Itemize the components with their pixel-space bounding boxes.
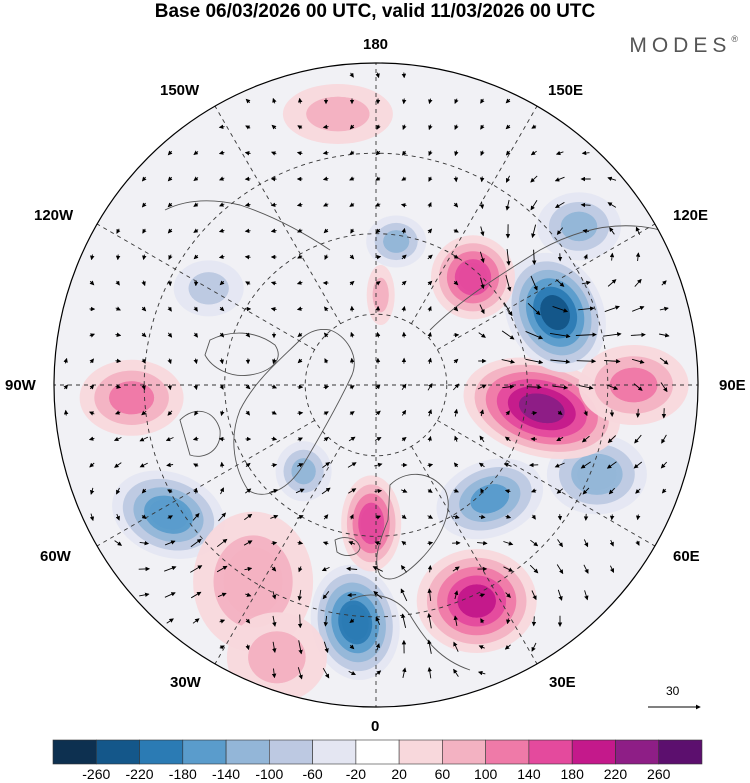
negative-anomaly-canada <box>112 470 225 559</box>
colorbar-tick-label: -20 <box>345 766 366 782</box>
lon-label-30w: 30W <box>170 674 201 691</box>
colorbar-swatch <box>442 739 486 765</box>
colorbar-tick-label: 20 <box>391 766 407 782</box>
colorbar-tick-label: -220 <box>125 766 154 782</box>
reference-vector-label: 30 <box>666 684 680 698</box>
colorbar-swatch <box>485 739 530 765</box>
colorbar-swatch <box>355 739 400 765</box>
colorbar-swatch <box>52 739 97 765</box>
colorbar-tick-label: -60 <box>302 766 323 782</box>
colorbar-tick-label: -260 <box>82 766 111 782</box>
positive-anomaly-atlantic <box>282 84 393 144</box>
colorbar-swatch <box>658 739 703 765</box>
lon-label-120e: 120E <box>673 207 709 224</box>
colorbar-swatch <box>528 739 573 765</box>
colorbar-swatch <box>615 739 660 765</box>
negative-anomaly-caspian <box>537 192 621 261</box>
negative-anomaly-europe <box>366 215 427 268</box>
iceland-coastline <box>334 537 361 556</box>
positive-anomaly-pacific <box>226 612 327 703</box>
positive-anomaly-ural <box>431 235 515 320</box>
positive-anomaly-scandinavia <box>366 265 395 325</box>
positive-anomaly-bering <box>341 475 402 572</box>
colorbar <box>52 739 703 765</box>
lon-label-0: 0 <box>371 718 380 735</box>
siberia-coastline <box>429 225 661 331</box>
colorbar-tick-label: 220 <box>603 766 628 782</box>
polar-map <box>53 62 701 710</box>
colorbar-swatch <box>268 739 313 765</box>
lon-label-30e: 30E <box>549 674 576 691</box>
map-title: Base 06/03/2026 00 UTC, valid 11/03/2026… <box>154 1 596 22</box>
lon-label-150w: 150W <box>160 82 200 99</box>
colorbar-tick-label: 100 <box>473 766 498 782</box>
negative-anomaly-alaska <box>275 441 332 502</box>
colorbar-tick-label: -180 <box>168 766 197 782</box>
landmasses <box>164 200 661 671</box>
colorbar-swatch <box>225 739 270 765</box>
logo-text: MODES <box>629 34 732 57</box>
colorbar-tick-label: -100 <box>255 766 284 782</box>
lon-label-90w: 90W <box>5 377 36 394</box>
colorbar-swatch <box>312 739 357 765</box>
europe-coastline <box>349 594 471 671</box>
modes-logo: MODES® <box>629 34 738 58</box>
greenland-coastline <box>233 329 355 495</box>
map-boundary <box>53 62 699 708</box>
colorbar-tick-label: 60 <box>434 766 451 782</box>
colorbar-swatch <box>571 739 616 765</box>
alaska-coastline <box>164 200 331 251</box>
colorbar-tick-label: 260 <box>647 766 671 782</box>
positive-anomaly-hudson <box>79 359 184 436</box>
colorbar-swatch <box>139 739 184 765</box>
colorbar-tick-label: -140 <box>212 766 241 782</box>
colorbar-tick-label: 180 <box>560 766 584 782</box>
lon-label-120w: 120W <box>34 207 74 224</box>
lon-label-90e: 90E <box>719 377 746 394</box>
colorbar-swatch <box>96 739 140 765</box>
negative-anomaly-yakutia <box>546 434 647 515</box>
colorbar-swatch <box>182 739 227 765</box>
lon-label-60e: 60E <box>673 548 700 565</box>
negative-anomaly-west-siberia <box>504 252 606 373</box>
scandinavia-coastline <box>376 473 449 580</box>
lon-label-60w: 60W <box>40 548 71 565</box>
anomaly-field <box>79 84 689 703</box>
positive-anomaly-chukotka <box>416 549 537 653</box>
wind-vectors <box>63 72 670 680</box>
colorbar-swatch <box>398 739 443 765</box>
lon-label-180: 180 <box>363 36 389 53</box>
colorbar-tick-label: 140 <box>517 766 541 782</box>
registered-mark: ® <box>731 34 738 44</box>
lon-label-150e: 150E <box>548 82 584 99</box>
